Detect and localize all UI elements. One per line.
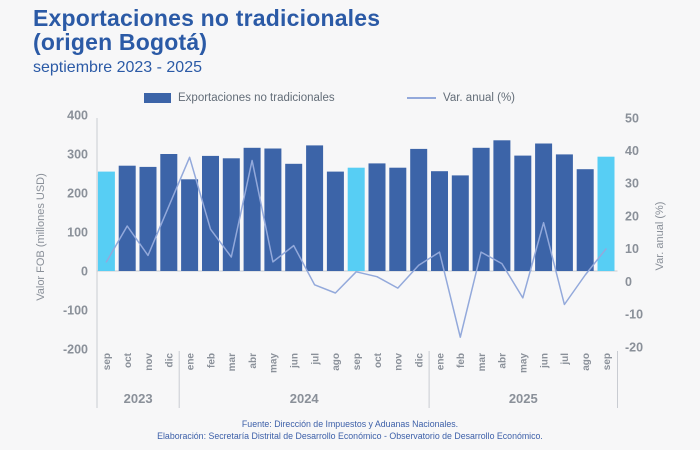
left-axis-tick-400: 400 — [67, 108, 88, 122]
year-label-2024: 2024 — [290, 391, 320, 406]
page-title-line1: Exportaciones no tradicionales — [33, 5, 381, 31]
month-label-mar-18: mar — [477, 353, 488, 371]
bar-mar-18 — [472, 147, 490, 271]
right-axis-tick--20: -20 — [625, 340, 643, 354]
month-label-may-8: may — [269, 353, 280, 373]
bar-dic-3 — [160, 154, 178, 271]
line-series-swatch — [407, 97, 436, 99]
bar-feb-5 — [202, 155, 219, 271]
footer-source-line: Fuente: Dirección de Impuestos y Aduanas… — [241, 419, 459, 429]
month-label-oct-13: oct — [373, 352, 384, 368]
legend-item-var-anual: Var. anual (%) — [407, 90, 515, 106]
right-axis-tick-50: 50 — [625, 111, 639, 125]
right-axis-tick-10: 10 — [625, 242, 639, 256]
bar-jul-10 — [306, 145, 324, 271]
bar-ene-16 — [431, 171, 448, 271]
left-axis-tick-0: 0 — [81, 264, 88, 278]
month-label-sep-12: sep — [352, 353, 363, 370]
month-label-jun-21: jun — [539, 353, 550, 369]
bar-dic-15 — [410, 148, 428, 271]
legend-label-exportaciones: Exportaciones no tradicionales — [178, 92, 335, 104]
left-axis-tick-300: 300 — [67, 147, 88, 161]
bar-feb-17 — [451, 175, 469, 271]
month-label-dic-3: dic — [165, 353, 176, 368]
bar-oct-13 — [368, 163, 386, 271]
left-axis-tick--200: -200 — [63, 342, 88, 356]
right-axis-tick-20: 20 — [625, 209, 639, 223]
bar-may-20 — [514, 155, 532, 271]
month-label-sep-0: sep — [102, 353, 113, 370]
right-axis-tick-40: 40 — [625, 144, 639, 158]
bar-sep-12 — [347, 167, 365, 271]
legend-item-exportaciones: Exportaciones no tradicionales — [144, 90, 335, 106]
variation-line — [105, 156, 607, 338]
bar-sep-24 — [597, 156, 615, 271]
bar-nov-14 — [389, 167, 407, 271]
bar-jun-21 — [535, 143, 553, 271]
left-axis-tick-200: 200 — [67, 186, 88, 200]
month-label-nov-14: nov — [394, 353, 405, 371]
bar-abr-7 — [243, 147, 261, 271]
month-label-may-20: may — [519, 353, 530, 373]
month-label-sep-24: sep — [602, 353, 613, 370]
bar-ago-23 — [576, 169, 594, 271]
chart-header: Exportaciones no tradicionales (origen B… — [33, 6, 380, 77]
month-label-jun-9: jun — [290, 353, 301, 369]
bar-jul-22 — [555, 154, 573, 271]
month-label-jul-22: jul — [560, 353, 571, 366]
month-label-ene-4: ene — [185, 353, 196, 371]
bar-series-swatch — [144, 93, 171, 103]
month-label-abr-7: abr — [248, 353, 259, 369]
left-axis-tick--100: -100 — [63, 303, 88, 317]
month-label-feb-17: feb — [456, 353, 467, 368]
month-label-abr-19: abr — [498, 353, 509, 369]
right-axis-tick--10: -10 — [625, 308, 643, 322]
bar-oct-1 — [118, 165, 136, 271]
month-label-dic-15: dic — [415, 353, 426, 368]
month-label-oct-1: oct — [123, 352, 134, 368]
month-label-ago-23: ago — [581, 353, 592, 371]
left-axis-title: Valor FOB (millones USD) — [35, 173, 47, 301]
month-label-nov-2: nov — [144, 353, 155, 371]
chart-footer: Fuente: Dirección de Impuestos y Aduanas… — [0, 419, 700, 442]
page-subtitle: septiembre 2023 - 2025 — [33, 59, 202, 76]
year-label-2023: 2023 — [124, 391, 153, 406]
bar-ene-4 — [181, 179, 199, 271]
year-label-2025: 2025 — [509, 391, 538, 406]
bar-ago-11 — [326, 171, 344, 271]
left-axis-tick-100: 100 — [67, 225, 88, 239]
month-label-ago-11: ago — [331, 353, 342, 371]
bar-mar-6 — [222, 158, 240, 271]
legend-label-var-anual: Var. anual (%) — [443, 92, 516, 104]
month-label-mar-6: mar — [227, 353, 238, 371]
bar-may-8 — [264, 148, 282, 271]
page-title-line2: (origen Bogotá) — [33, 29, 208, 55]
right-axis-title: Var. anual (%) — [654, 202, 666, 271]
month-label-jul-10: jul — [310, 353, 321, 366]
month-label-ene-16: ene — [435, 353, 446, 371]
bar-sep-0 — [97, 171, 115, 271]
bar-jun-9 — [285, 163, 303, 272]
bar-abr-19 — [493, 140, 511, 271]
right-axis-tick-0: 0 — [625, 275, 632, 289]
footer-elaboration-line: Elaboración: Secretaría Distrital de Des… — [157, 430, 543, 441]
month-label-feb-5: feb — [206, 353, 217, 368]
right-axis-tick-30: 30 — [625, 177, 639, 191]
